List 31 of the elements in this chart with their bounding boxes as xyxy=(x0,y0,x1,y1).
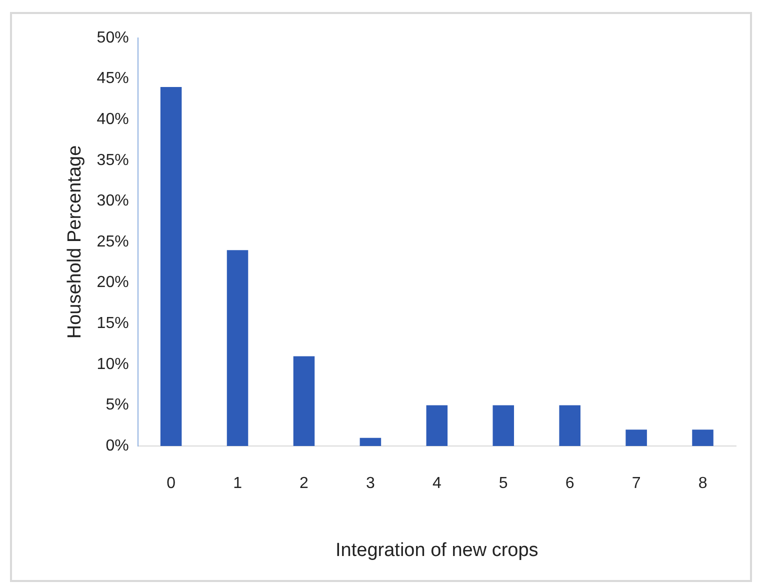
x-tick-label: 1 xyxy=(233,475,242,492)
y-tick-label: 40% xyxy=(96,111,129,128)
x-tick-label: 4 xyxy=(432,475,442,492)
y-tick-label: 5% xyxy=(106,396,129,414)
y-tick-label: 30% xyxy=(96,192,129,210)
y-tick-label: 15% xyxy=(96,315,129,332)
x-tick-label: 8 xyxy=(698,475,708,492)
x-tick-label: 6 xyxy=(565,475,574,492)
x-tick-label: 7 xyxy=(632,475,641,492)
bar xyxy=(226,250,248,446)
y-tick-label: 10% xyxy=(96,356,129,373)
bar xyxy=(626,430,647,446)
bar xyxy=(692,430,714,446)
y-tick-label: 25% xyxy=(96,233,129,250)
y-axis-title: Household Percentage xyxy=(64,145,86,339)
x-tick-label: 2 xyxy=(300,475,309,492)
y-tick-label: 0% xyxy=(106,437,129,454)
x-axis-title: Integration of new crops xyxy=(336,540,538,561)
bar xyxy=(293,356,315,446)
x-tick-label: 0 xyxy=(166,475,176,492)
y-tick-label: 45% xyxy=(96,70,129,88)
y-tick-label: 20% xyxy=(96,274,129,292)
x-tick-label: 3 xyxy=(366,475,375,492)
bar xyxy=(160,86,182,446)
bar xyxy=(559,405,580,446)
x-tick-label: 5 xyxy=(498,475,508,492)
y-tick-label: 50% xyxy=(96,29,129,46)
y-tick-label: 35% xyxy=(96,152,129,169)
bar xyxy=(360,438,382,446)
bar xyxy=(492,405,514,446)
bar xyxy=(426,405,448,446)
